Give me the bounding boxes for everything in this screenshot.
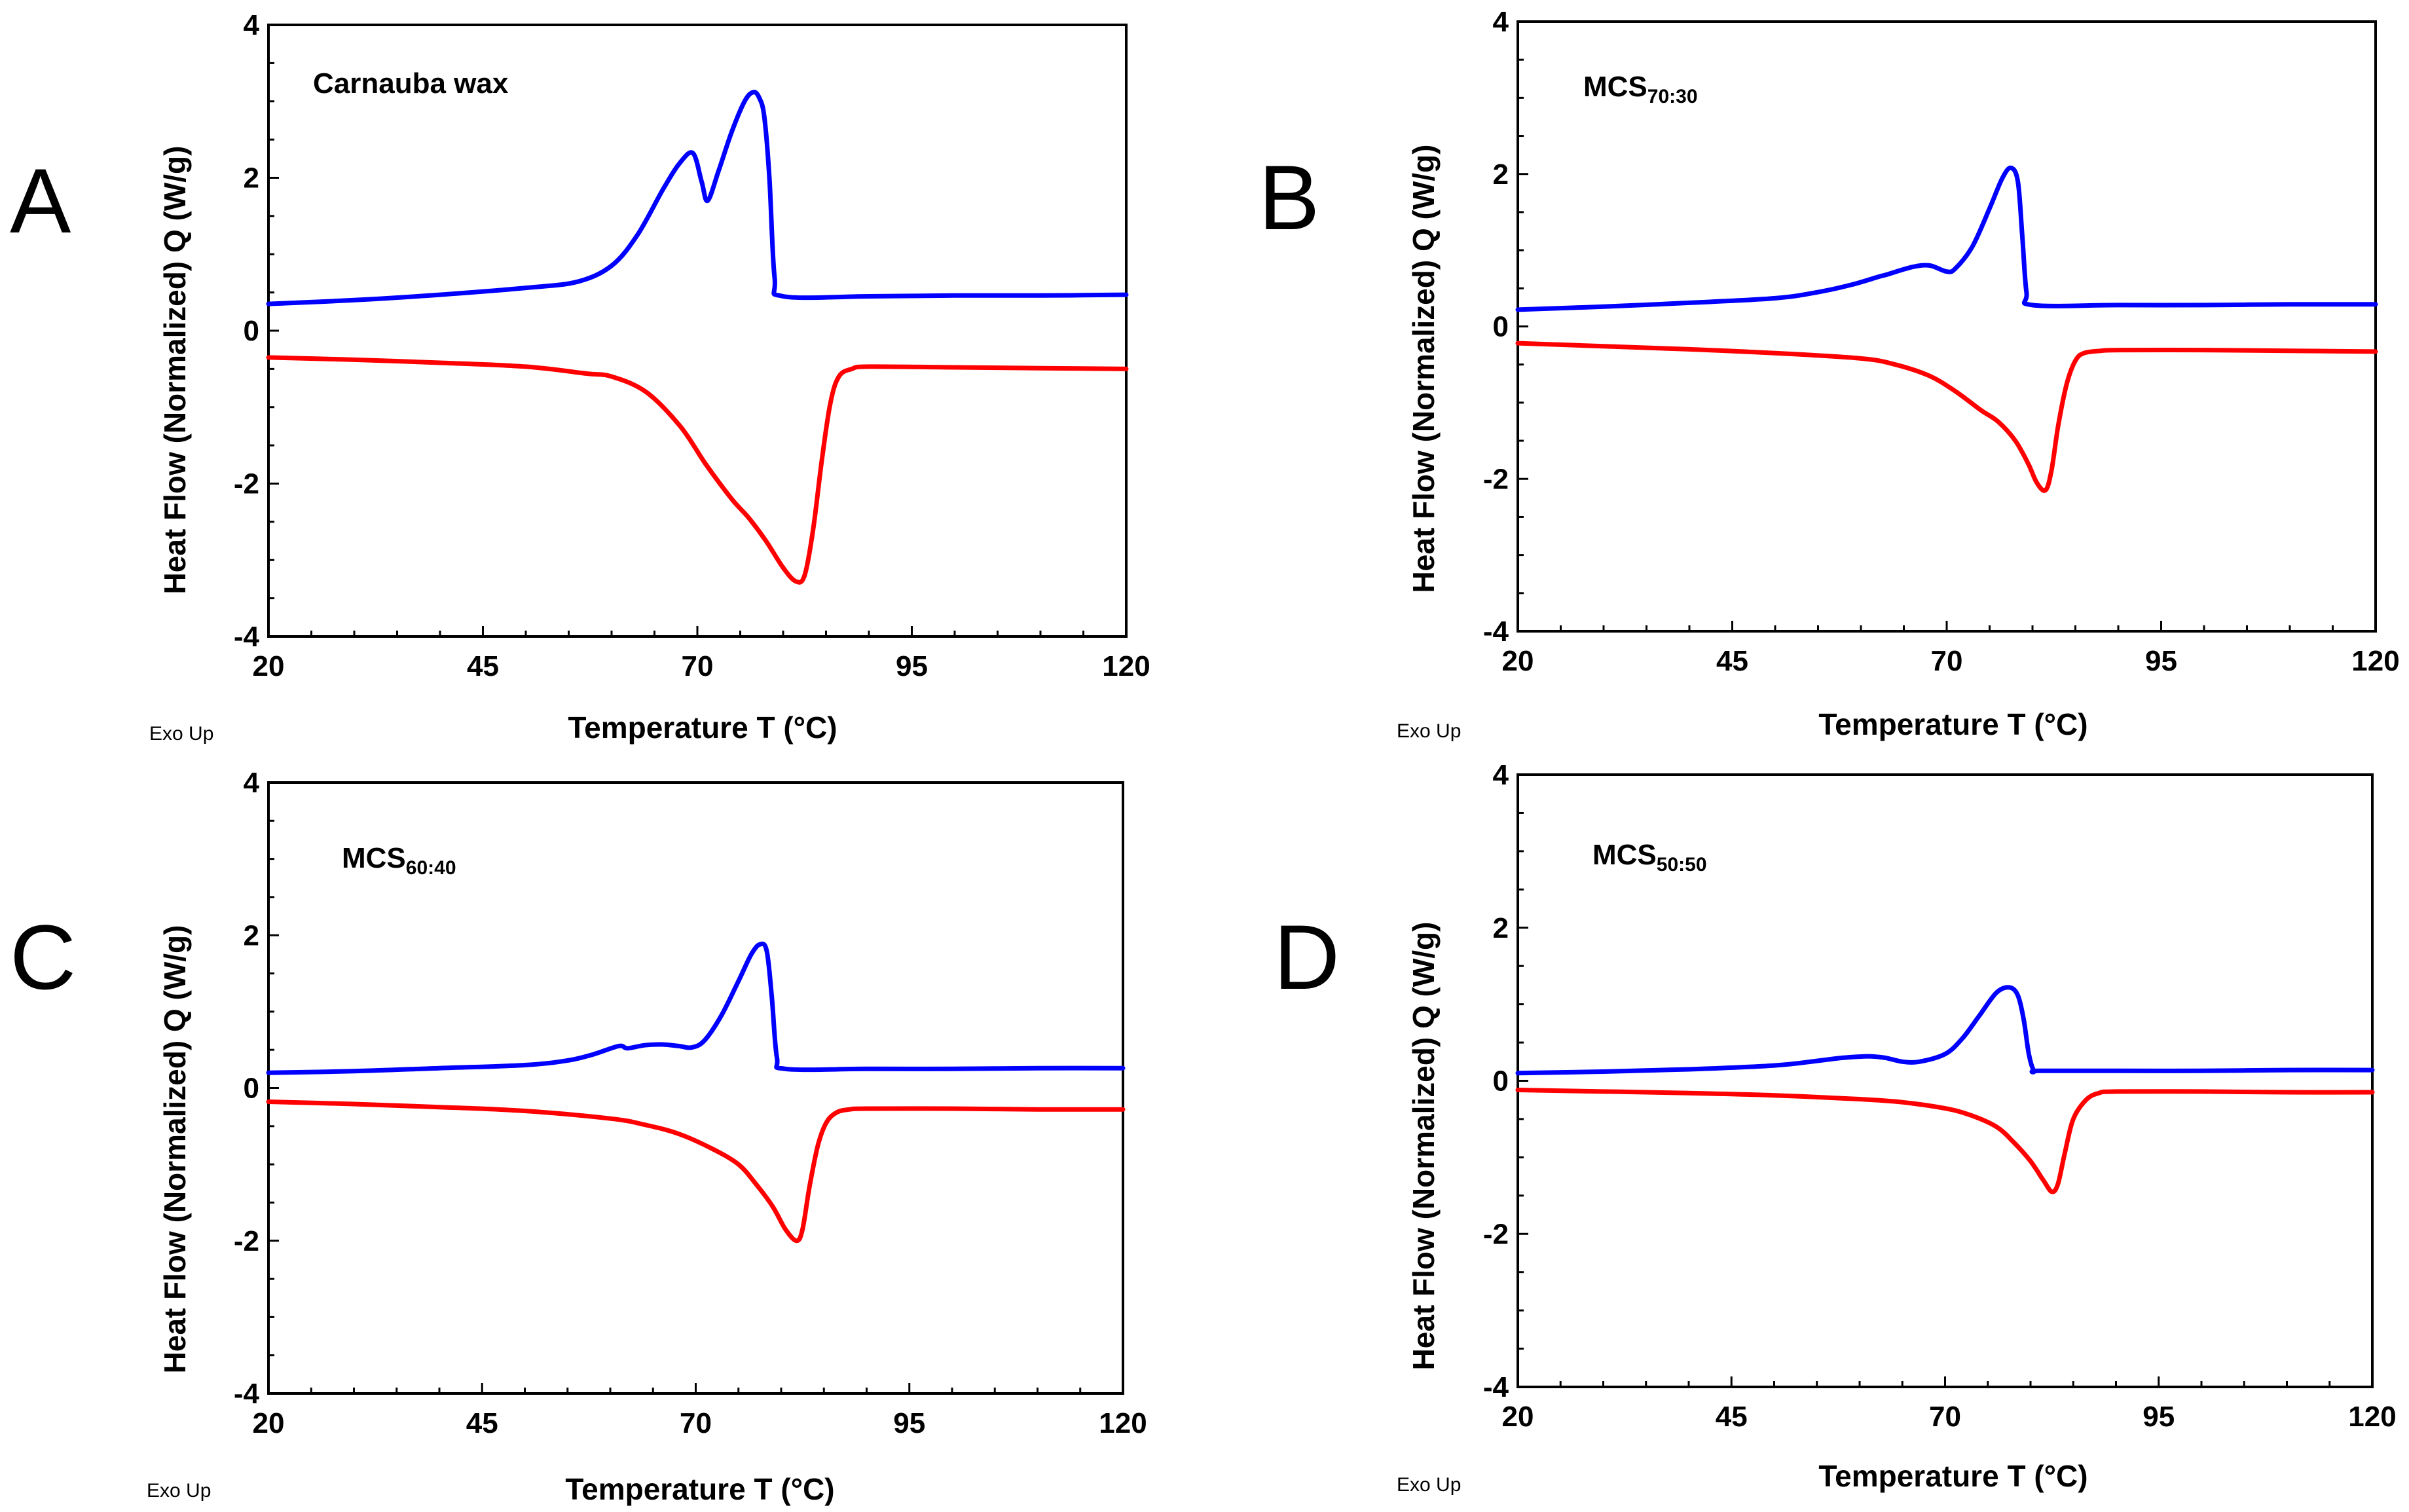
y-tick-label-a: 2 [244, 162, 259, 194]
y-tick-label-c: 4 [244, 767, 260, 799]
y-tick-label-d: -4 [1483, 1371, 1509, 1403]
y-axis-label-b: Heat Flow (Normalized) Q (W/g) [1407, 145, 1441, 593]
panel-letter-a: A [10, 149, 71, 252]
panel-letter-d: D [1274, 906, 1340, 1008]
y-tick-label-b: -4 [1483, 616, 1509, 648]
plot-frame-d [1517, 773, 2374, 1388]
y-tick-label-a: -2 [234, 468, 259, 500]
y-axis-label-c: Heat Flow (Normalized) Q (W/g) [158, 925, 192, 1374]
y-tick-label-d: 4 [1493, 759, 1509, 791]
y-tick-label-d: 0 [1493, 1065, 1509, 1097]
red-curve-c [266, 1099, 1126, 1244]
y-tick-label-c: 0 [244, 1073, 259, 1105]
panel-b: B MCS70:30 Heat Flow (Normalized) Q (W/g… [1259, 6, 2400, 742]
panel-a: A Carnauba wax Heat Flow (Normalized) Q … [10, 9, 1150, 745]
y-tick-label-b: 0 [1493, 311, 1509, 343]
x-tick-label-b: 70 [1931, 645, 1963, 677]
y-tick-label-b: -2 [1483, 463, 1509, 495]
x-tick-label-b: 120 [2351, 645, 2399, 677]
blue-curve-c [266, 941, 1126, 1075]
panel-letter-b: B [1259, 146, 1319, 249]
y-axis-label-d: Heat Flow (Normalized) Q (W/g) [1407, 922, 1441, 1371]
exo-up-note-a: Exo Up [149, 723, 213, 745]
y-tick-label-c: 2 [244, 919, 259, 951]
x-axis-label-a: Temperature T (°C) [568, 710, 837, 745]
x-axis-label-d: Temperature T (°C) [1818, 1459, 2087, 1493]
y-tick-label-a: 4 [244, 9, 260, 41]
x-tick-label-c: 120 [1099, 1407, 1147, 1439]
x-axis-label-c: Temperature T (°C) [565, 1472, 834, 1506]
plot-frame-c [267, 781, 1124, 1395]
x-tick-label-c: 20 [253, 1407, 285, 1439]
x-tick-label-a: 70 [682, 650, 714, 682]
plot-frame-a [267, 24, 1128, 638]
exo-up-note-b: Exo Up [1397, 720, 1461, 742]
x-tick-label-c: 70 [680, 1407, 712, 1439]
x-tick-label-a: 120 [1102, 650, 1150, 682]
x-tick-label-d: 45 [1716, 1401, 1748, 1433]
plot-frame-b [1517, 20, 2377, 633]
y-tick-label-b: 2 [1493, 158, 1509, 191]
x-tick-label-a: 20 [253, 650, 285, 682]
blue-curve-b [1515, 165, 2378, 312]
x-tick-label-c: 95 [893, 1407, 925, 1439]
y-tick-label-b: 4 [1493, 6, 1509, 38]
sample-label-b: MCS70:30 [1583, 71, 1698, 107]
x-tick-label-b: 45 [1716, 645, 1748, 677]
panel-letter-c: C [10, 906, 76, 1008]
red-curve-d [1515, 1088, 2375, 1194]
blue-curve-d [1515, 985, 2375, 1076]
x-tick-label-d: 120 [2348, 1401, 2396, 1433]
x-tick-label-d: 95 [2142, 1401, 2175, 1433]
red-curve-b [1515, 341, 2378, 493]
x-tick-label-b: 95 [2145, 645, 2177, 677]
sample-label-a: Carnauba wax [313, 67, 509, 100]
exo-up-note-d: Exo Up [1397, 1474, 1461, 1496]
x-tick-label-a: 95 [896, 650, 928, 682]
y-tick-label-d: -2 [1483, 1218, 1509, 1250]
x-tick-label-b: 20 [1502, 645, 1534, 677]
panel-d: D MCS50:50 Heat Flow (Normalized) Q (W/g… [1274, 759, 2397, 1496]
y-axis-label-a: Heat Flow (Normalized) Q (W/g) [158, 146, 192, 595]
blue-curve-a [266, 90, 1129, 306]
exo-up-note-c: Exo Up [147, 1480, 211, 1502]
x-tick-label-c: 45 [466, 1407, 498, 1439]
red-curve-a [266, 355, 1129, 585]
x-axis-label-b: Temperature T (°C) [1818, 707, 2087, 741]
y-tick-label-c: -2 [234, 1225, 259, 1257]
sample-label-d: MCS50:50 [1592, 839, 1707, 876]
x-tick-label-a: 45 [467, 650, 499, 682]
x-tick-label-d: 70 [1929, 1401, 1961, 1433]
x-tick-label-d: 20 [1502, 1401, 1534, 1433]
sample-label-c: MCS60:40 [342, 842, 456, 879]
y-tick-label-d: 2 [1493, 912, 1509, 944]
y-tick-label-a: -4 [234, 621, 260, 653]
y-tick-label-a: 0 [244, 315, 259, 347]
y-tick-label-c: -4 [234, 1378, 260, 1410]
panel-c: C MCS60:40 Heat Flow (Normalized) Q (W/g… [10, 767, 1147, 1506]
